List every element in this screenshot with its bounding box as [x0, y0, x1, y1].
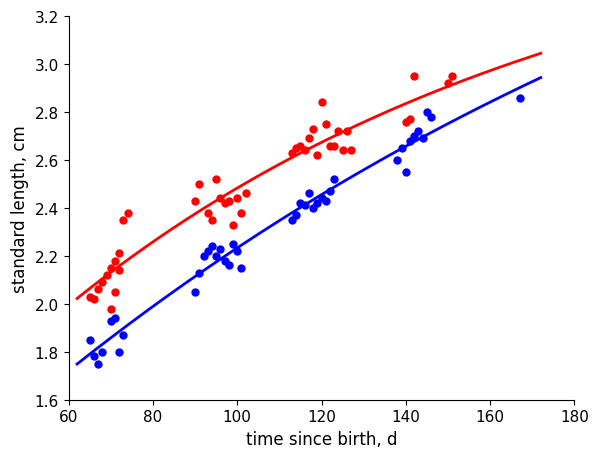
Point	[106, 317, 116, 325]
Point	[94, 286, 103, 293]
Point	[85, 293, 95, 301]
Y-axis label: standard length, cm: standard length, cm	[11, 125, 29, 292]
Point	[392, 157, 402, 164]
Point	[292, 145, 301, 152]
Point	[110, 288, 120, 296]
Point	[401, 169, 410, 176]
Point	[401, 118, 410, 126]
Point	[287, 217, 297, 224]
Point	[115, 250, 124, 257]
Point	[89, 296, 99, 303]
Point	[211, 176, 221, 184]
Point	[215, 246, 225, 253]
Point	[321, 121, 331, 129]
Point	[405, 116, 415, 123]
Point	[296, 200, 305, 207]
Point	[85, 336, 95, 344]
Point	[123, 209, 133, 217]
Point	[515, 95, 524, 102]
Point	[119, 217, 128, 224]
Point	[190, 197, 200, 205]
Point	[292, 212, 301, 219]
Point	[422, 109, 432, 117]
Point	[236, 209, 246, 217]
Point	[224, 197, 233, 205]
Point	[228, 222, 238, 229]
Point	[215, 195, 225, 202]
Point	[325, 188, 335, 196]
Point	[199, 252, 208, 260]
Point	[300, 202, 310, 210]
Point	[300, 147, 310, 155]
Point	[211, 252, 221, 260]
Point	[296, 143, 305, 150]
Point	[232, 248, 242, 255]
Point	[413, 128, 423, 135]
Point	[106, 305, 116, 313]
Point	[203, 248, 212, 255]
Point	[304, 135, 314, 143]
Point	[418, 135, 428, 143]
Point	[236, 264, 246, 272]
Point	[321, 197, 331, 205]
Point	[308, 205, 318, 212]
Point	[98, 348, 107, 356]
Point	[405, 138, 415, 145]
Point	[317, 100, 326, 107]
Point	[317, 195, 326, 202]
Point	[409, 133, 419, 140]
Point	[98, 279, 107, 286]
Point	[110, 315, 120, 322]
Point	[224, 262, 233, 269]
Point	[342, 128, 352, 135]
Point	[119, 331, 128, 339]
Point	[304, 190, 314, 198]
Point	[190, 288, 200, 296]
Point	[194, 181, 204, 188]
Point	[220, 200, 229, 207]
X-axis label: time since birth, d: time since birth, d	[246, 430, 397, 448]
Point	[448, 73, 457, 80]
Point	[334, 128, 343, 135]
Point	[106, 264, 116, 272]
Point	[397, 145, 406, 152]
Point	[308, 126, 318, 133]
Point	[409, 73, 419, 80]
Point	[313, 200, 322, 207]
Point	[313, 152, 322, 159]
Point	[228, 241, 238, 248]
Point	[115, 267, 124, 274]
Point	[329, 176, 339, 184]
Point	[220, 257, 229, 265]
Point	[232, 195, 242, 202]
Point	[427, 114, 436, 121]
Point	[346, 147, 356, 155]
Point	[194, 269, 204, 277]
Point	[94, 360, 103, 368]
Point	[287, 150, 297, 157]
Point	[329, 143, 339, 150]
Point	[207, 243, 217, 250]
Point	[89, 353, 99, 360]
Point	[241, 190, 250, 198]
Point	[115, 348, 124, 356]
Point	[325, 143, 335, 150]
Point	[443, 80, 453, 88]
Point	[102, 272, 112, 279]
Point	[338, 147, 347, 155]
Point	[110, 257, 120, 265]
Point	[207, 217, 217, 224]
Point	[203, 209, 212, 217]
